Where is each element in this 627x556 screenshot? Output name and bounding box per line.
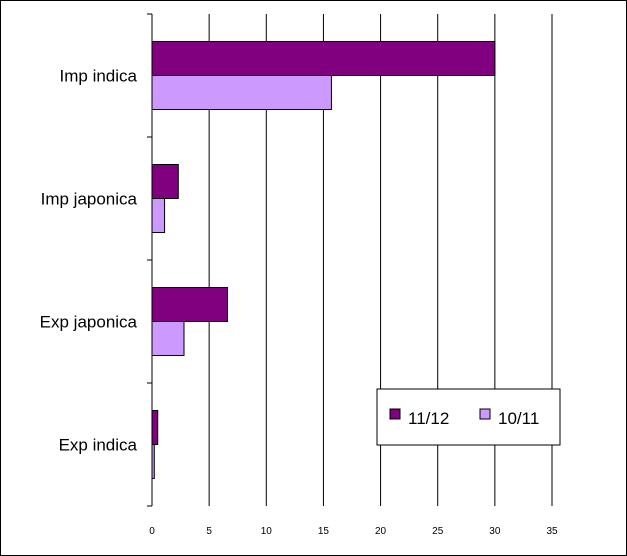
category-label-exp-indica: Exp indica (59, 436, 138, 455)
x-tick-label-30: 30 (489, 526, 501, 537)
legend-label-10-11: 10/11 (498, 409, 539, 428)
x-tick-labels: 0 5 10 15 20 25 30 35 (149, 526, 558, 537)
axes (147, 13, 153, 507)
bar-imp-indica-11-12 (151, 41, 496, 76)
bar-exp-japonica-10-11 (151, 321, 185, 356)
bar-exp-indica-11-12 (151, 410, 159, 445)
legend: 11/12 10/11 (376, 388, 561, 446)
category-label-imp-japonica: Imp japonica (41, 190, 138, 209)
bar-imp-japonica-10-11 (151, 198, 166, 233)
legend-swatch-10-11 (479, 408, 491, 420)
x-tick-label-0: 0 (149, 526, 155, 537)
bar-imp-indica-10-11 (151, 75, 332, 110)
x-tick-label-10: 10 (261, 526, 273, 537)
x-tick-label-20: 20 (375, 526, 387, 537)
legend-swatch-11-12 (389, 408, 401, 420)
category-label-exp-japonica: Exp japonica (40, 313, 138, 332)
x-tick-label-25: 25 (432, 526, 444, 537)
x-tick-label-15: 15 (318, 526, 330, 537)
x-tick-label-35: 35 (546, 526, 558, 537)
legend-label-11-12: 11/12 (408, 409, 449, 428)
category-labels: Imp indica Imp japonica Exp japonica Exp in… (40, 67, 138, 455)
legend-box (376, 388, 561, 446)
bar-exp-japonica-11-12 (151, 287, 228, 322)
bars (151, 41, 496, 479)
x-tick-label-5: 5 (206, 526, 212, 537)
category-label-imp-indica: Imp indica (60, 67, 138, 86)
bar-imp-japonica-11-12 (151, 164, 179, 199)
